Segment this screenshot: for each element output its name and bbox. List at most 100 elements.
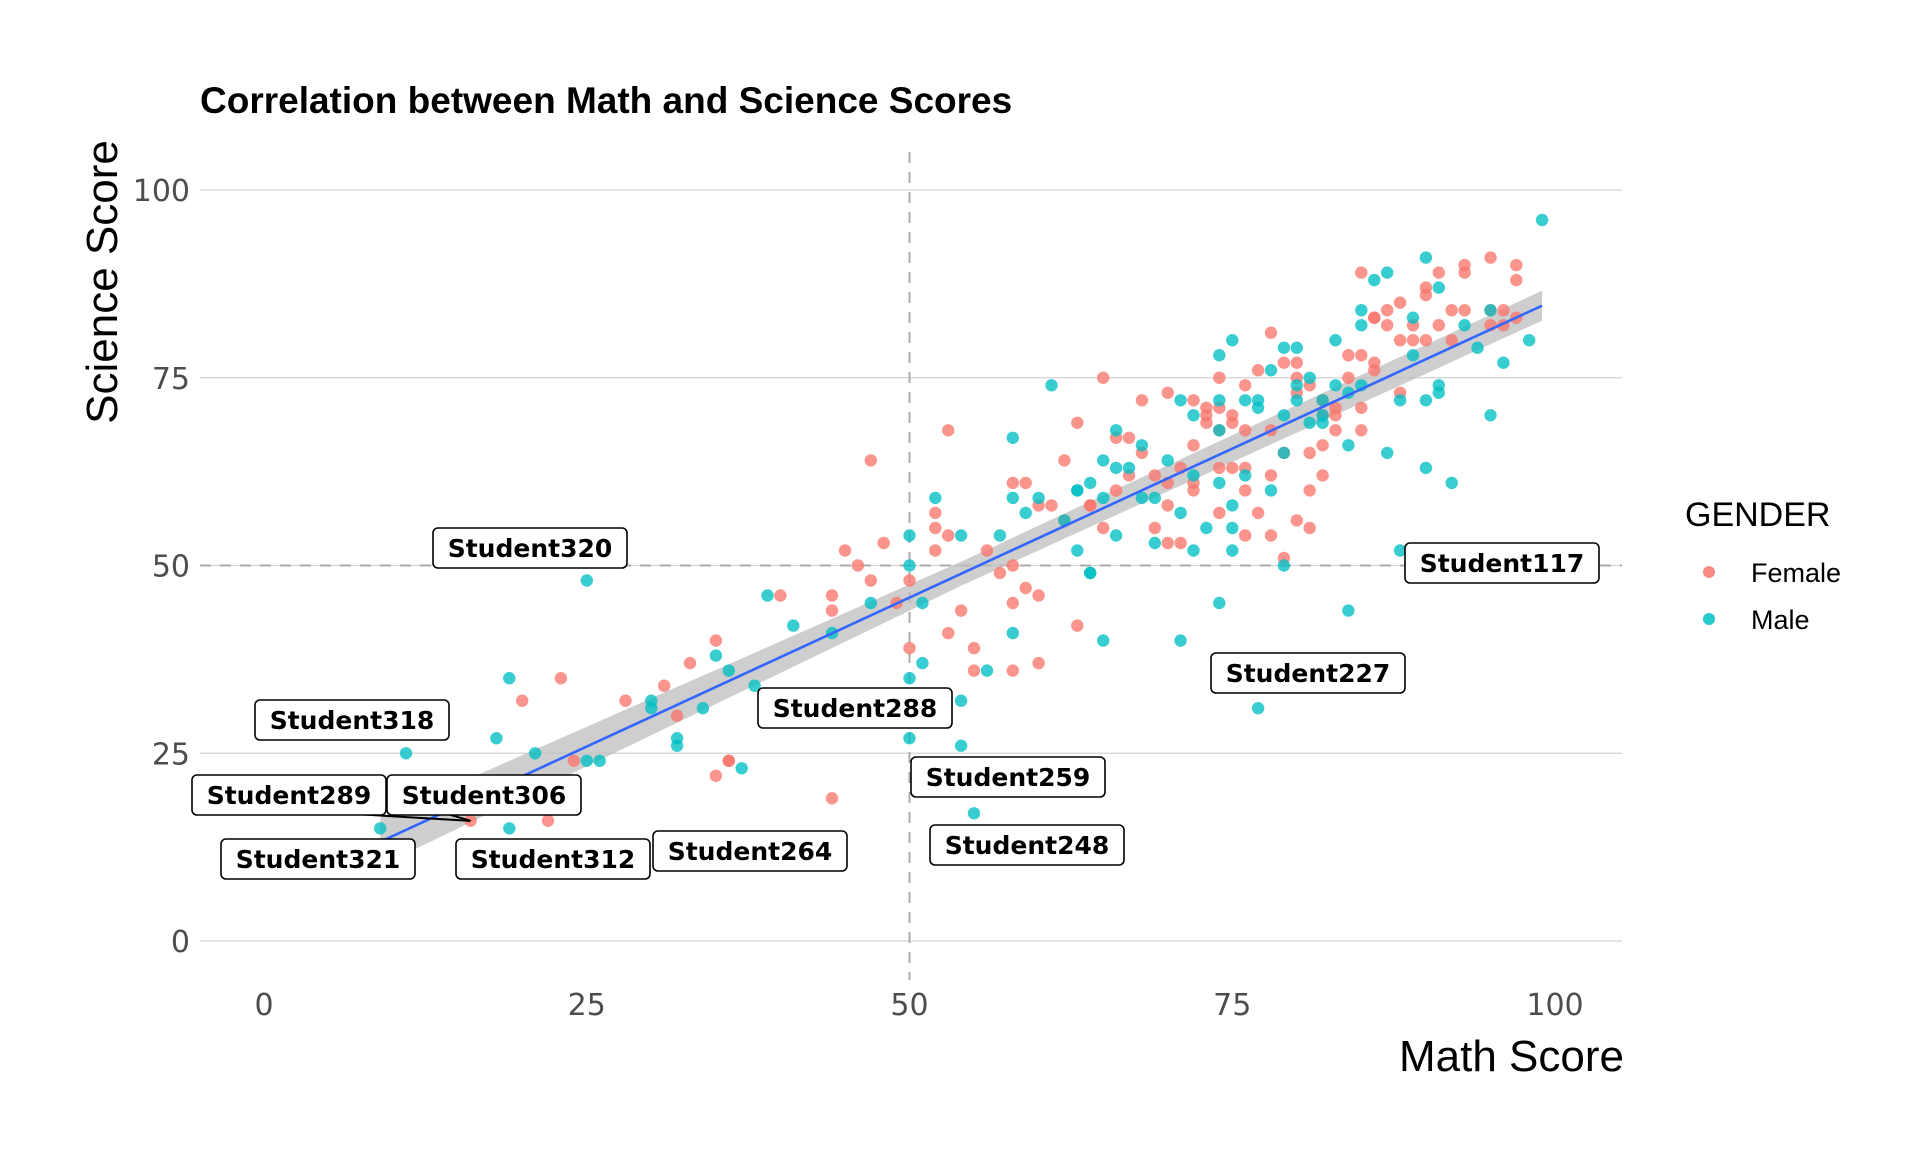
male-point <box>1419 251 1433 264</box>
label-box <box>220 838 416 880</box>
female-point <box>825 604 839 617</box>
male-point <box>1432 386 1446 399</box>
male-point <box>787 619 800 632</box>
male-point <box>503 672 516 685</box>
x-tick-label: 25 <box>568 988 606 1023</box>
male-point <box>916 596 929 610</box>
male-point <box>1006 491 1019 505</box>
female-point <box>851 559 865 572</box>
female-point <box>877 536 890 550</box>
male-point <box>1471 341 1484 354</box>
female-point <box>1213 371 1226 384</box>
male-point <box>593 754 606 767</box>
female-point <box>1019 476 1032 490</box>
female-point <box>903 574 916 587</box>
label-text: Student259 <box>926 763 1091 792</box>
female-point <box>1200 416 1213 429</box>
male-point <box>1342 604 1355 617</box>
male-point <box>1084 476 1097 490</box>
male-point <box>735 762 748 775</box>
female-point <box>967 641 981 655</box>
female-point <box>1381 304 1394 317</box>
label-student259: Student259 <box>910 756 1106 798</box>
female-point <box>1200 401 1213 414</box>
y-tick-label: 25 <box>152 737 190 772</box>
female-point <box>1071 416 1084 429</box>
female-point <box>722 754 735 767</box>
male-point <box>374 822 387 835</box>
female-point <box>1019 581 1032 595</box>
female-point <box>1264 469 1278 482</box>
male-point <box>1200 521 1213 535</box>
male-point <box>1213 596 1226 610</box>
female-point <box>1226 461 1239 475</box>
male-point <box>1316 394 1329 407</box>
female-point <box>1355 266 1368 279</box>
male-point <box>1187 409 1200 422</box>
female-point <box>929 544 942 557</box>
label-student288: Student288 <box>757 687 953 729</box>
female-point <box>670 709 684 722</box>
male-point <box>1032 491 1045 505</box>
label-student289: Student289 <box>191 774 471 822</box>
female-point <box>1239 484 1252 497</box>
female-point <box>1277 356 1291 369</box>
female-point <box>942 424 955 437</box>
male-point <box>1097 454 1110 467</box>
female-point <box>1303 484 1316 497</box>
male-point <box>1109 461 1123 475</box>
legend-title: GENDER <box>1685 496 1830 534</box>
label-text: Student289 <box>207 781 372 810</box>
female-point <box>1316 439 1329 452</box>
male-point <box>1290 341 1304 354</box>
male-point <box>1213 476 1226 490</box>
y-tick-label: 0 <box>171 925 190 960</box>
male-point <box>1535 213 1549 227</box>
female-point <box>1355 349 1368 362</box>
female-point <box>1239 424 1252 437</box>
male-point <box>1303 416 1316 429</box>
female-point <box>903 641 916 655</box>
male-point <box>1406 311 1420 324</box>
male-point <box>1458 319 1471 332</box>
female-point <box>554 672 568 685</box>
label-text: Student312 <box>471 845 636 874</box>
female-point <box>1071 619 1084 632</box>
label-student321: Student321 <box>220 838 416 880</box>
label-student248: Student248 <box>929 824 1125 866</box>
female-point <box>709 634 723 647</box>
male-point <box>1226 521 1239 535</box>
female-point <box>1032 656 1045 670</box>
label-text: Student320 <box>448 534 613 563</box>
female-point <box>1290 514 1304 527</box>
male-point <box>1239 469 1252 482</box>
male-point <box>696 702 710 715</box>
female-point <box>929 506 942 520</box>
female-point <box>1174 536 1187 550</box>
female-point <box>1484 251 1497 264</box>
female-point <box>825 792 839 805</box>
label-box <box>191 774 387 816</box>
male-point <box>1381 266 1394 279</box>
male-point <box>1277 409 1291 422</box>
male-point <box>645 694 658 707</box>
female-point <box>1303 521 1316 535</box>
female-point <box>1161 386 1174 399</box>
male-point <box>1342 439 1355 452</box>
label-student306: Student306 <box>386 774 582 822</box>
female-point <box>1187 439 1200 452</box>
male-point <box>1226 334 1239 347</box>
female-point <box>1187 394 1200 407</box>
female-point <box>942 529 955 542</box>
regression-line <box>379 304 1543 844</box>
male-point <box>1445 476 1458 490</box>
male-point <box>1290 379 1304 392</box>
label-box <box>1210 652 1406 694</box>
female-point <box>1355 424 1368 437</box>
female-point <box>1045 499 1058 512</box>
male-point <box>1097 634 1110 647</box>
female-point <box>1032 589 1045 602</box>
male-point <box>1187 544 1200 557</box>
male-point <box>399 747 413 760</box>
chart-title: Correlation between Math and Science Sco… <box>200 80 1012 121</box>
